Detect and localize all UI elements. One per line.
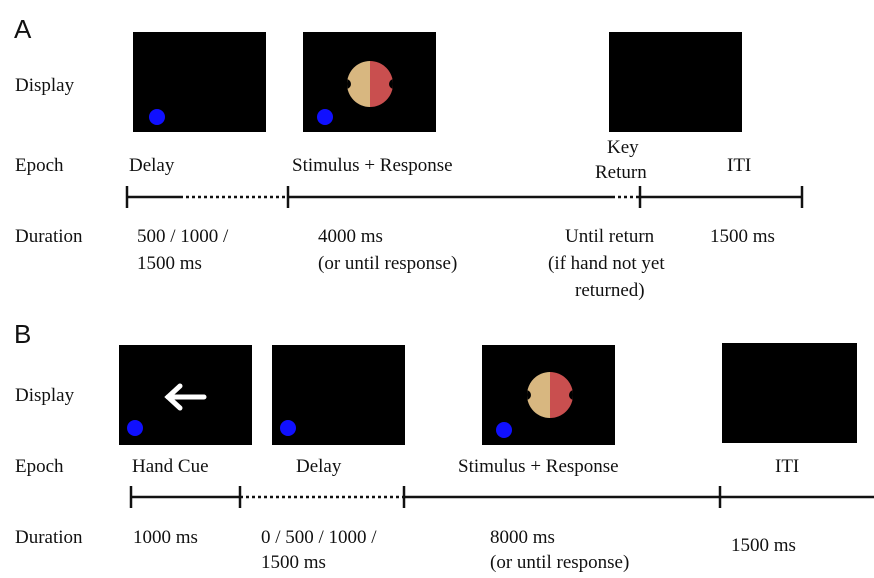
duration: 0 / 500 / 1000 / xyxy=(261,527,377,548)
duration: returned) xyxy=(575,280,645,301)
duration: 1500 ms xyxy=(710,226,775,247)
duration: 1000 ms xyxy=(133,527,198,548)
epoch-name: Stimulus + Response xyxy=(458,456,619,477)
hand-dot xyxy=(127,420,143,436)
duration: 8000 ms xyxy=(490,527,555,548)
row-label: Duration xyxy=(15,226,83,247)
duration: (if hand not yet xyxy=(548,253,665,274)
hand-dot xyxy=(317,109,333,125)
panel-label: A xyxy=(14,14,32,44)
row-label: Display xyxy=(15,75,75,96)
duration: 500 / 1000 / xyxy=(137,226,229,247)
hand-dot xyxy=(149,109,165,125)
row-label: Epoch xyxy=(15,456,64,477)
row-label: Display xyxy=(15,385,75,406)
epoch-name: ITI xyxy=(775,456,799,477)
hand-dot xyxy=(280,420,296,436)
duration: Until return xyxy=(565,226,655,247)
duration: (or until response) xyxy=(490,552,629,573)
duration: 1500 ms xyxy=(731,535,796,556)
epoch-name: ITI xyxy=(727,155,751,176)
row-label: Duration xyxy=(15,527,83,548)
epoch-name: Stimulus + Response xyxy=(292,155,453,176)
duration: (or until response) xyxy=(318,253,457,274)
duration: 1500 ms xyxy=(137,253,202,274)
timeline xyxy=(127,186,802,208)
row-label: Epoch xyxy=(15,155,64,176)
hand-dot xyxy=(496,422,512,438)
epoch-name: Hand Cue xyxy=(132,456,209,477)
timeline xyxy=(131,486,874,508)
panel-label: B xyxy=(14,319,31,349)
epoch-name: Key xyxy=(607,137,639,158)
duration: 1500 ms xyxy=(261,552,326,573)
screen xyxy=(609,32,742,132)
epoch-name: Return xyxy=(595,162,647,183)
epoch-name: Delay xyxy=(129,155,175,176)
duration: 4000 ms xyxy=(318,226,383,247)
epoch-name: Delay xyxy=(296,456,342,477)
task-diagram: A Display Epoch Duration Delay Stimulus … xyxy=(0,0,874,578)
screen xyxy=(722,343,857,443)
